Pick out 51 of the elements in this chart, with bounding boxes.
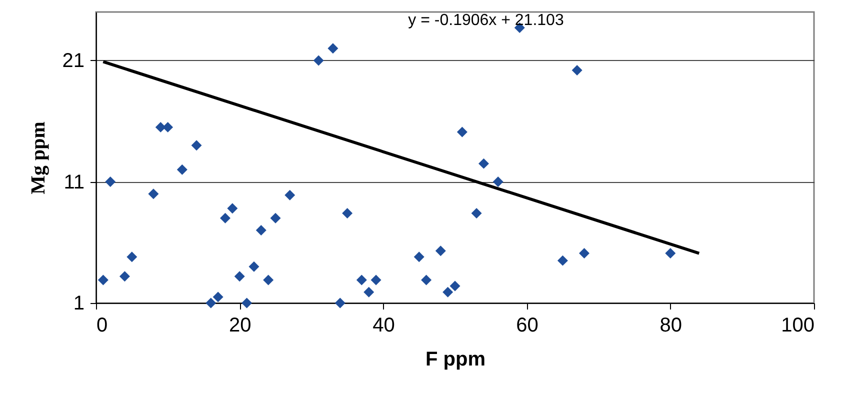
point xyxy=(557,255,568,266)
y-axis-title: Mg ppm xyxy=(27,121,50,194)
point xyxy=(248,261,260,272)
x-tick-label: 40 xyxy=(372,314,395,336)
point xyxy=(176,164,188,175)
y-tick-label: 11 xyxy=(64,171,84,194)
point xyxy=(119,271,130,282)
x-tick-label: 0 xyxy=(96,314,108,336)
point xyxy=(242,298,252,308)
point xyxy=(313,55,324,66)
x-tick-label: 80 xyxy=(660,314,682,336)
point xyxy=(450,280,460,292)
point xyxy=(414,252,424,262)
point xyxy=(256,225,266,236)
y-tick-label: 1 xyxy=(73,292,84,314)
point xyxy=(148,188,159,200)
point xyxy=(442,286,454,298)
point xyxy=(370,274,382,286)
point xyxy=(126,252,138,262)
x-tick-label: 100 xyxy=(781,314,814,336)
point xyxy=(364,286,374,298)
point xyxy=(665,248,676,259)
x-tick-label: 60 xyxy=(516,314,538,336)
annotation: y = -0.1906x + 21.103 xyxy=(408,12,564,29)
point xyxy=(162,122,174,132)
point xyxy=(206,298,216,308)
point xyxy=(270,212,281,224)
point xyxy=(456,126,468,138)
point xyxy=(356,274,367,286)
point xyxy=(212,292,224,302)
x-tick-label: 20 xyxy=(228,314,252,336)
point xyxy=(328,43,338,54)
point xyxy=(435,246,446,256)
point xyxy=(105,176,116,187)
point xyxy=(191,140,202,151)
point xyxy=(578,248,590,259)
point xyxy=(572,64,582,76)
point xyxy=(334,298,346,308)
point xyxy=(284,190,296,200)
point xyxy=(234,271,245,282)
y-tick-label: 21 xyxy=(62,50,84,72)
point xyxy=(227,203,238,214)
point xyxy=(98,274,108,286)
point xyxy=(492,176,504,187)
point xyxy=(342,208,353,219)
point xyxy=(471,208,482,219)
x-axis-title: F ppm xyxy=(426,348,486,370)
point xyxy=(478,158,489,169)
point xyxy=(220,212,230,224)
point xyxy=(421,274,432,286)
point xyxy=(263,274,274,286)
